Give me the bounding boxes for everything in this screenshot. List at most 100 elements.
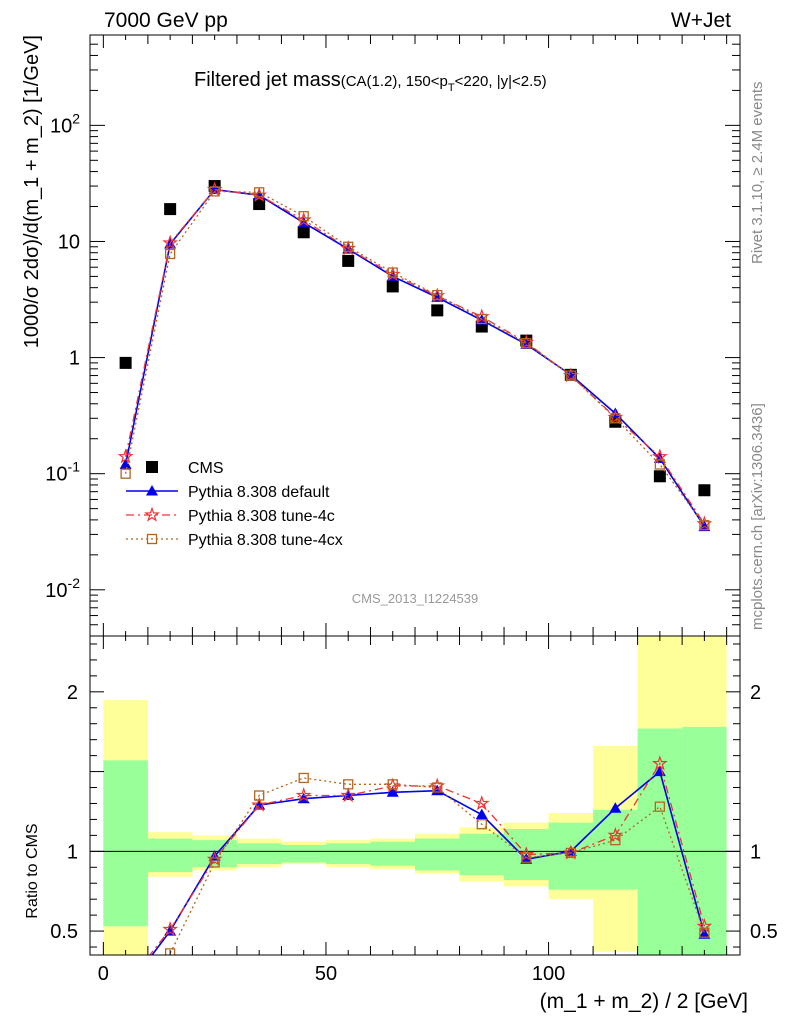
band-inner-bin bbox=[593, 809, 638, 890]
plot-title-sub-suffix: <220, |y|<2.5) bbox=[455, 73, 547, 90]
legend: CMS Pythia 8.308 default Pythia 8.308 tune… bbox=[126, 460, 343, 549]
main-point bbox=[521, 338, 532, 349]
band-inner-bin bbox=[415, 838, 460, 871]
analysis-tag: CMS_2013_I1224539 bbox=[352, 591, 479, 606]
y-tick-label: 10-2 bbox=[45, 575, 80, 602]
legend-label: Pythia 8.308 tune-4c bbox=[188, 508, 335, 525]
main-line-3 bbox=[124, 190, 705, 526]
main-point bbox=[253, 198, 266, 211]
main-point bbox=[698, 484, 711, 497]
main-point bbox=[387, 267, 398, 278]
ratio-point bbox=[696, 917, 713, 934]
y-tick-label: 10-1 bbox=[45, 459, 80, 486]
main-point bbox=[298, 211, 309, 222]
main-point bbox=[297, 226, 310, 239]
ratio-point bbox=[520, 853, 533, 864]
ratio-point bbox=[387, 779, 398, 790]
ratio-point bbox=[298, 772, 309, 784]
main-point bbox=[117, 448, 134, 464]
y-tick-label: 102 bbox=[50, 110, 80, 137]
main-point bbox=[343, 241, 354, 252]
main-point bbox=[164, 203, 177, 216]
ratio-point bbox=[473, 795, 490, 811]
ratio-y-tick-label: 2 bbox=[67, 682, 78, 704]
y-tick-exponent: -1 bbox=[68, 459, 81, 475]
main-point bbox=[164, 248, 176, 260]
ratio-point bbox=[565, 847, 576, 859]
legend-marker bbox=[146, 461, 158, 473]
ratio-point bbox=[699, 927, 710, 938]
plot-title-main: Filtered jet mass bbox=[194, 69, 341, 91]
legend-marker bbox=[146, 485, 158, 496]
ratio-point bbox=[251, 796, 268, 812]
ratio-ylabel: Ratio to CMS bbox=[24, 823, 41, 918]
axes: 0 50 100 10-2 10-1 1 10 102 0.5 0.5 1 1 2 2 bbox=[45, 34, 778, 985]
mcplots-label: mcplots.cern.ch [arXiv:1306.3436] bbox=[749, 403, 766, 630]
ratio-point bbox=[432, 782, 443, 793]
main-point bbox=[654, 459, 666, 470]
energy-label: 7000 GeV pp bbox=[104, 9, 228, 32]
main-point bbox=[119, 458, 132, 469]
main-point bbox=[386, 280, 399, 293]
main-ylabel: 1000/σ 2dσ)/d(m_1 + m_2) [1/GeV] bbox=[21, 35, 43, 348]
plot-title: Filtered jet mass(CA(1.2), 150<pT<220, |… bbox=[194, 69, 547, 94]
legend-label: CMS bbox=[188, 460, 224, 477]
ratio-plot-area bbox=[148, 755, 713, 955]
legend-marker bbox=[146, 533, 158, 545]
rivet-label: Rivet 3.1.10, ≥ 2.4M events bbox=[749, 82, 766, 265]
ratio-point bbox=[295, 787, 312, 803]
main-line-2 bbox=[124, 188, 705, 525]
x-tick-label: 100 bbox=[532, 963, 565, 985]
main-point bbox=[120, 468, 131, 479]
main-point bbox=[342, 254, 355, 267]
ratio-point bbox=[610, 835, 621, 846]
main-point bbox=[653, 470, 666, 483]
main-point bbox=[610, 413, 621, 424]
ratio-point bbox=[340, 787, 357, 803]
plot-title-sub-subscript: T bbox=[448, 82, 455, 94]
main-point bbox=[699, 520, 710, 531]
ratio-point bbox=[698, 928, 711, 939]
plot-title-sub-prefix: (CA(1.2), 150<p bbox=[341, 73, 448, 90]
x-axis-title: (m_1 + m_2) / 2 [GeV] bbox=[540, 990, 748, 1013]
ratio-y-tick-label: 1 bbox=[67, 841, 78, 863]
ratio-line-1 bbox=[151, 770, 706, 955]
x-tick-label: 0 bbox=[98, 963, 109, 985]
main-point bbox=[565, 370, 576, 381]
ratio-point bbox=[162, 921, 179, 937]
legend-label: Pythia 8.308 tune-4cx bbox=[188, 532, 343, 549]
band-inner-bin bbox=[147, 838, 193, 873]
main-point bbox=[432, 289, 443, 301]
ratio-point bbox=[476, 819, 487, 830]
main-point bbox=[651, 448, 668, 464]
main-point bbox=[431, 304, 444, 317]
band-inner-bin bbox=[459, 833, 505, 876]
band-inner-bin bbox=[370, 841, 415, 866]
band-inner-bin bbox=[236, 843, 282, 865]
main-point bbox=[476, 313, 487, 325]
band-inner-bin bbox=[281, 844, 326, 863]
band-inner-bin bbox=[325, 843, 371, 865]
ratio-point bbox=[521, 852, 532, 863]
y-tick-exponent: -2 bbox=[68, 575, 81, 591]
ratio-y-tick-label-right: 2 bbox=[750, 682, 761, 704]
main-series bbox=[117, 180, 713, 532]
legend-marker bbox=[144, 506, 160, 522]
main-point bbox=[119, 356, 132, 369]
ratio-point bbox=[609, 802, 622, 813]
y-tick-label: 10 bbox=[58, 231, 80, 253]
main-point bbox=[209, 186, 220, 197]
ratio-point bbox=[386, 786, 399, 797]
ratio-point bbox=[254, 790, 265, 801]
ratio-point bbox=[607, 827, 624, 843]
ratio-point bbox=[209, 857, 220, 868]
ratio-series bbox=[148, 755, 713, 955]
main-point bbox=[162, 234, 179, 250]
ratio-point bbox=[475, 808, 488, 820]
ratio-point bbox=[654, 801, 666, 812]
ratio-y-tick-label-right: 0.5 bbox=[750, 921, 778, 943]
ratio-uncertainty-bands bbox=[90, 636, 740, 955]
ratio-line-3 bbox=[167, 777, 705, 955]
band-inner-bin bbox=[682, 726, 727, 955]
